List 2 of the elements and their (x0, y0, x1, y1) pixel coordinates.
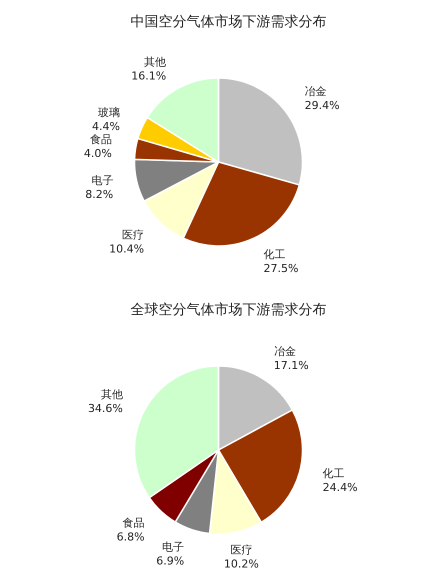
chart-title: 中国空分气体市场下游需求分布 (130, 14, 326, 30)
chart-title: 全球空分气体市场下游需求分布 (130, 302, 326, 318)
